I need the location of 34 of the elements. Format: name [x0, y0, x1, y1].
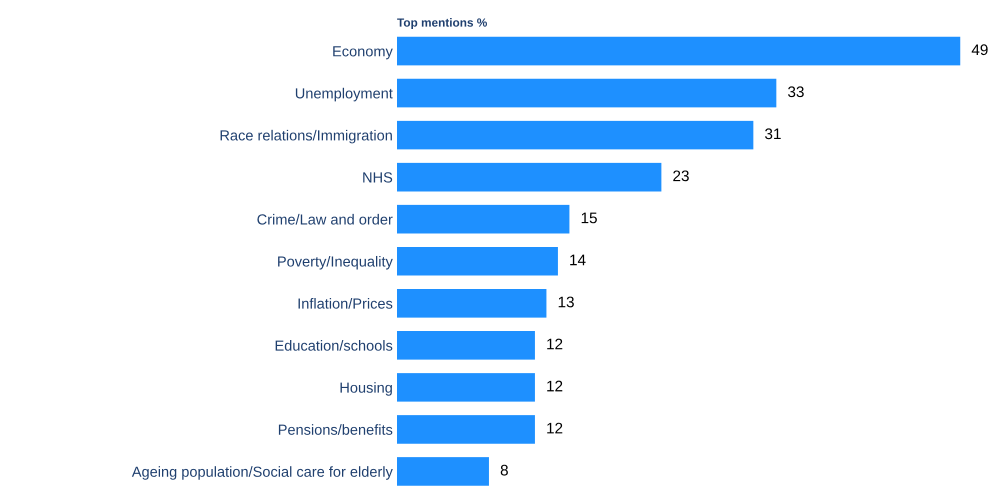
bar — [397, 120, 754, 150]
y-tick-label: Economy — [333, 46, 393, 60]
data-label: 8 — [500, 464, 508, 476]
y-tick-label: Pensions/benefits — [278, 424, 392, 435]
y-tick-label: Poverty/Inequality — [278, 256, 393, 270]
bar — [397, 331, 535, 360]
bar — [397, 457, 489, 486]
y-tick-label: Crime/Law and order — [257, 214, 393, 225]
y-tick-label: Race relations/Immigration — [220, 130, 392, 144]
y-tick-label: Ageing population/Social care for elderly — [132, 466, 393, 480]
y-tick-label: NHS — [363, 172, 392, 183]
bar — [397, 162, 662, 192]
data-label: 15 — [582, 212, 597, 224]
data-label: 13 — [558, 296, 574, 308]
y-tick-label: Housing — [340, 382, 392, 396]
bar — [397, 415, 535, 444]
data-label: 49 — [972, 44, 988, 56]
data-label: 12 — [547, 380, 562, 392]
data-label: 14 — [570, 254, 586, 266]
bar — [397, 204, 570, 234]
y-tick-label: Inflation/Prices — [298, 298, 392, 309]
bar — [397, 373, 535, 402]
bar — [397, 246, 558, 276]
data-label: 12 — [547, 338, 562, 350]
data-label: 23 — [673, 170, 689, 182]
bar — [397, 78, 776, 108]
chart-title: Top mentions % — [397, 18, 487, 30]
data-label: 31 — [765, 128, 781, 140]
data-label: 33 — [788, 86, 804, 98]
bar — [397, 36, 960, 66]
y-tick-label: Education/schools — [276, 340, 392, 351]
y-tick-label: Unemployment — [296, 88, 393, 102]
data-label: 12 — [547, 422, 562, 434]
bar — [397, 288, 546, 318]
